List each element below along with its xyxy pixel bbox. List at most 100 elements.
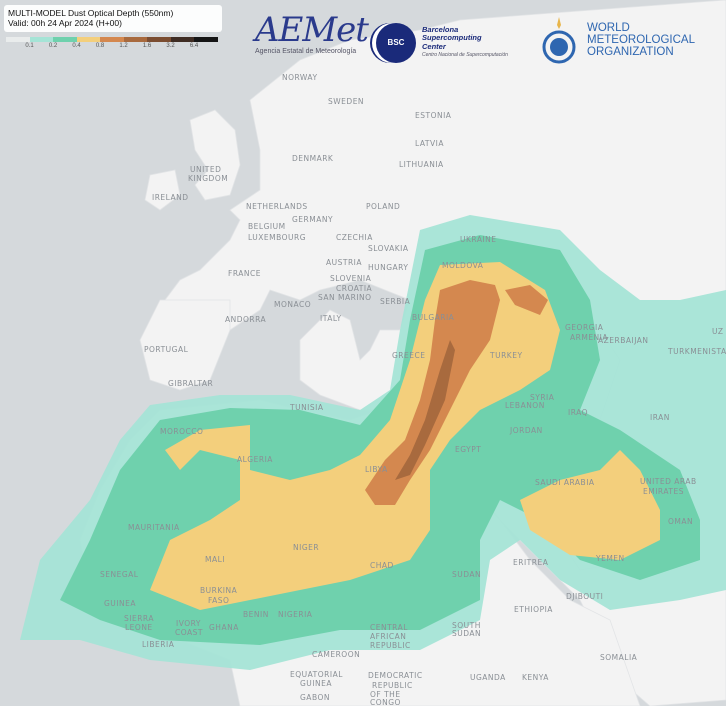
label-djibouti: DJIBOUTI: [566, 592, 603, 601]
country-labels: NORWAY SWEDEN ESTONIA LATVIA LITHUANIA D…: [100, 73, 726, 706]
label-armenia: ARMENIA: [570, 333, 608, 342]
color-scale-swatch: [29, 37, 53, 42]
label-estonia: ESTONIA: [415, 111, 452, 120]
bsc-logo-mark: BSC: [376, 22, 416, 63]
label-luxembourg: LUXEMBOURG: [248, 233, 306, 242]
label-eritrea: ERITREA: [513, 558, 549, 567]
label-turkmenistan: TURKMENISTA: [667, 347, 726, 356]
label-uae-1: UNITED ARAB: [640, 477, 697, 486]
label-somalia: SOMALIA: [600, 653, 638, 662]
label-slovenia: SLOVENIA: [330, 274, 372, 283]
label-senegal: SENEGAL: [100, 570, 139, 579]
label-burkina-2: FASO: [208, 596, 229, 605]
label-turkey: TURKEY: [489, 351, 523, 360]
label-croatia: CROATIA: [336, 284, 373, 293]
aemet-logo: AEMet Agencia Estatal de Meteorología: [255, 12, 375, 67]
label-uz: UZ: [712, 327, 724, 336]
label-azerbaijan: AZERBAIJAN: [598, 336, 649, 345]
label-poland: POLAND: [366, 202, 400, 211]
label-sanmarino: SAN MARINO: [318, 293, 372, 302]
label-ethiopia: ETHIOPIA: [514, 605, 553, 614]
label-ssudan-2: SUDAN: [452, 629, 481, 638]
label-car-3: REPUBLIC: [370, 641, 411, 650]
label-greece: GREECE: [392, 351, 425, 360]
color-scale-tick: 1.6: [142, 43, 152, 49]
label-portugal: PORTUGAL: [144, 345, 189, 354]
wmo-logo: WORLD METEOROLOGICAL ORGANIZATION: [537, 12, 707, 67]
dust-level-0.4-arabia: [520, 450, 660, 560]
label-iraq: IRAQ: [568, 408, 588, 417]
label-andorra: ANDORRA: [225, 315, 267, 324]
label-liberia: LIBERIA: [142, 640, 175, 649]
label-drc-4: CONGO: [370, 698, 401, 706]
label-ireland: IRELAND: [152, 193, 189, 202]
label-gibraltar: GIBRALTAR: [168, 379, 213, 388]
label-ghana: GHANA: [209, 623, 239, 632]
label-serbia: SERBIA: [380, 297, 411, 306]
label-oman: OMAN: [668, 517, 693, 526]
label-moldova: MOLDOVA: [442, 261, 484, 270]
color-scale-bar: [6, 37, 218, 42]
label-germany: GERMANY: [292, 215, 333, 224]
label-slovakia: SLOVAKIA: [368, 244, 409, 253]
bsc-sub: Centro Nacional de Supercomputación: [422, 52, 508, 58]
label-ssudan-1: SOUTH: [452, 621, 481, 630]
dust-field: [20, 215, 726, 670]
label-iran: IRAN: [650, 413, 670, 422]
label-morocco: MOROCCO: [160, 427, 203, 436]
label-guinea: GUINEA: [104, 599, 136, 608]
label-cameroon: CAMEROON: [312, 650, 360, 659]
label-monaco: MONACO: [274, 300, 311, 309]
label-libya: LIBYA: [365, 465, 388, 474]
color-scale-swatch: [76, 37, 100, 42]
label-latvia: LATVIA: [415, 139, 444, 148]
label-sweden: SWEDEN: [328, 97, 364, 106]
color-scale-tick: 6.4: [189, 43, 199, 49]
label-jordan: JORDAN: [509, 426, 543, 435]
label-mali: MALI: [205, 555, 225, 564]
label-tunisia: TUNISIA: [289, 403, 324, 412]
label-drc-1: DEMOCRATIC: [368, 671, 423, 680]
label-sierra-2: LEONE: [125, 623, 153, 632]
label-eqg-1: EQUATORIAL: [290, 670, 343, 679]
label-gabon: GABON: [300, 693, 330, 702]
label-benin: BENIN: [243, 610, 269, 619]
label-yemen: YEMEN: [595, 554, 625, 563]
label-ivory-1: IVORY: [176, 619, 201, 628]
label-belgium: BELGIUM: [248, 222, 286, 231]
label-uganda: UGANDA: [470, 673, 506, 682]
label-uk-2: KINGDOM: [188, 174, 228, 183]
dust-level-1.2: [395, 340, 455, 480]
bsc-logo: BSC Barcelona Supercomputing Center Cent…: [376, 20, 541, 65]
label-niger: NIGER: [293, 543, 319, 552]
color-scale-tick: 1.2: [119, 43, 128, 49]
label-ivory-2: COAST: [175, 628, 203, 637]
label-georgia: GEORGIA: [565, 323, 604, 332]
color-scale-tick: 0.8: [95, 43, 105, 49]
label-nigeria: NIGERIA: [278, 610, 313, 619]
label-burkina-1: BURKINA: [200, 586, 238, 595]
label-egypt: EGYPT: [455, 445, 481, 454]
wmo-emblem-icon: [542, 16, 576, 63]
label-chad: CHAD: [370, 561, 394, 570]
color-scale-swatch: [170, 37, 194, 42]
label-ukraine: UKRAINE: [460, 235, 497, 244]
label-uk-1: UNITED: [190, 165, 221, 174]
color-scale-tick: 0.1: [25, 43, 34, 49]
color-scale-tick: 3.2: [166, 43, 175, 49]
label-bulgaria: BULGARIA: [412, 313, 455, 322]
label-lithuania: LITHUANIA: [399, 160, 444, 169]
color-scale-swatch: [100, 37, 124, 42]
aemet-logo-text: Agencia Estatal de Meteorología: [255, 48, 357, 55]
bsc-line2: Supercomputing: [422, 33, 482, 42]
label-lebanon: LEBANON: [505, 401, 545, 410]
label-sierra-1: SIERRA: [124, 614, 154, 623]
color-scale-tick: 0.4: [72, 43, 81, 49]
label-mauritania: MAURITANIA: [128, 523, 180, 532]
dust-level-0.8: [365, 280, 500, 505]
aemet-logo-mark: AEMet: [255, 10, 369, 50]
label-austria: AUSTRIA: [326, 258, 362, 267]
label-saudi: SAUDI ARABIA: [535, 478, 595, 487]
label-car-1: CENTRAL: [370, 623, 408, 632]
